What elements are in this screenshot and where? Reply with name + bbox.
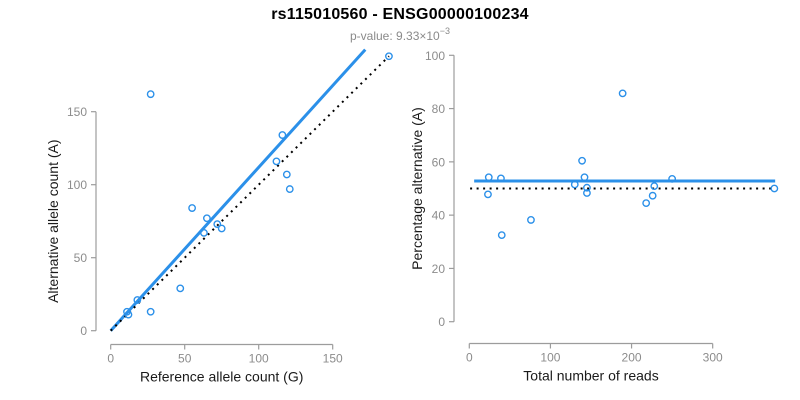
x-axis-title: Total number of reads bbox=[523, 368, 658, 384]
x-tick-label: 50 bbox=[178, 352, 192, 366]
data-point bbox=[278, 131, 287, 139]
data-point bbox=[583, 189, 591, 197]
y-tick-label: 100 bbox=[67, 178, 87, 192]
x-tick-label: 100 bbox=[249, 352, 269, 366]
y-tick-label: 50 bbox=[74, 251, 88, 265]
y-tick-label: 60 bbox=[432, 155, 446, 169]
p-value-base: 9.33×10 bbox=[396, 29, 440, 43]
fit-line bbox=[109, 48, 367, 332]
data-point bbox=[583, 183, 591, 192]
data-point bbox=[580, 173, 589, 182]
data-point bbox=[188, 204, 197, 212]
data-point bbox=[642, 199, 651, 208]
identity-line bbox=[109, 55, 390, 332]
data-point bbox=[648, 191, 657, 200]
y-tick-label: 80 bbox=[432, 102, 446, 116]
p-value-exponent: −3 bbox=[439, 26, 450, 36]
y-tick-label: 40 bbox=[432, 209, 446, 223]
data-point bbox=[124, 310, 133, 319]
data-point bbox=[650, 182, 659, 191]
data-point bbox=[385, 52, 393, 61]
x-tick-label: 150 bbox=[323, 352, 343, 366]
data-point bbox=[618, 89, 627, 98]
data-point bbox=[202, 214, 211, 223]
x-tick-label: 200 bbox=[622, 351, 642, 365]
y-tick-label: 20 bbox=[432, 262, 446, 276]
data-point bbox=[770, 184, 779, 193]
y-axis-title: Percentage alternative (A) bbox=[409, 107, 425, 270]
y-tick-label: 0 bbox=[80, 324, 87, 338]
data-point bbox=[176, 284, 185, 293]
data-point bbox=[668, 175, 677, 183]
data-point bbox=[146, 90, 155, 99]
data-point bbox=[578, 156, 586, 165]
data-point bbox=[217, 224, 226, 233]
x-tick-label: 0 bbox=[107, 352, 114, 366]
y-tick-label: 0 bbox=[438, 315, 445, 329]
figure-subtitle: p-value: 9.33×10−3 bbox=[0, 26, 800, 43]
data-point bbox=[200, 228, 208, 237]
data-point bbox=[133, 296, 142, 304]
data-point bbox=[570, 180, 579, 189]
p-value-prefix: p-value: bbox=[349, 29, 397, 43]
y-tick-label: 150 bbox=[67, 105, 87, 119]
x-tick-label: 300 bbox=[703, 351, 723, 365]
data-point bbox=[146, 307, 155, 316]
x-axis-title: Reference allele count (G) bbox=[140, 369, 303, 385]
data-point bbox=[497, 174, 505, 183]
data-point bbox=[484, 190, 492, 199]
data-point bbox=[527, 216, 535, 224]
data-point bbox=[282, 170, 291, 179]
data-point bbox=[497, 231, 506, 240]
figure-title: rs115010560 - ENSG00000100234 bbox=[271, 6, 529, 23]
data-point bbox=[213, 220, 222, 229]
data-point bbox=[272, 157, 281, 166]
y-tick-label: 100 bbox=[425, 49, 445, 63]
data-point bbox=[484, 173, 493, 182]
data-point bbox=[285, 185, 294, 193]
allele-count-scatter: 0 50 100 150 0 50 100 150 Reference allele count… bbox=[45, 48, 393, 385]
y-axis-title: Alternative allele count (A) bbox=[45, 139, 61, 302]
x-tick-label: 100 bbox=[540, 351, 560, 365]
percentage-scatter: 0 20 40 60 80 100 0 100 200 300 Total number of re… bbox=[409, 49, 779, 384]
x-tick-label: 0 bbox=[466, 351, 473, 365]
